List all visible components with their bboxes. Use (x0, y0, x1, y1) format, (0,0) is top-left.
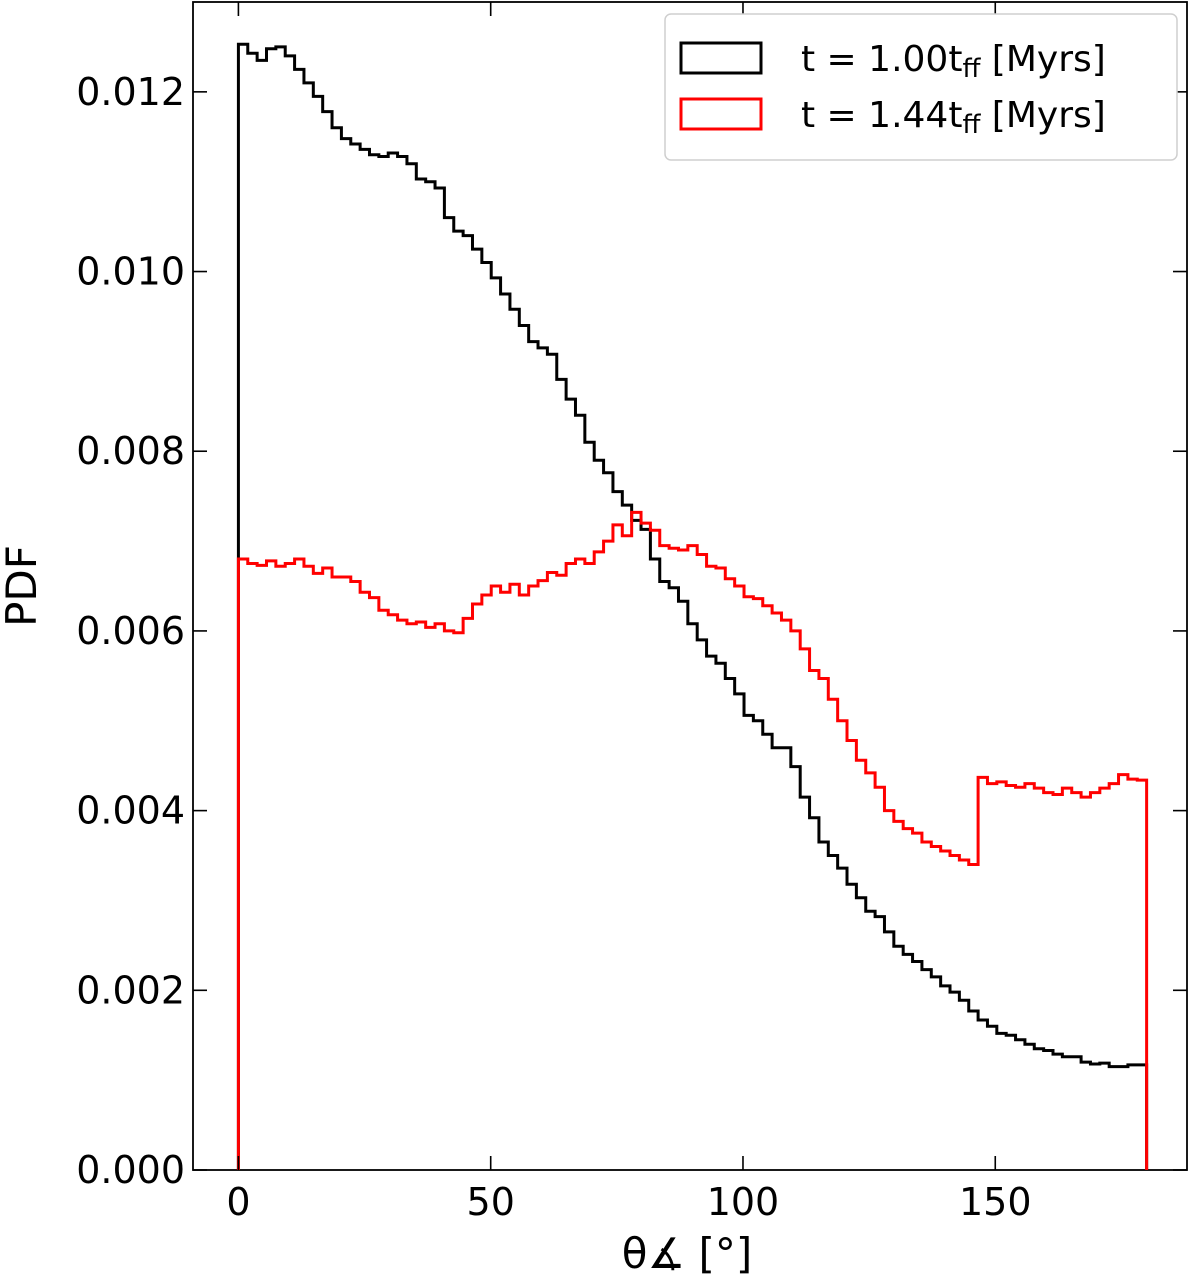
y-tick-label: 0.004 (76, 789, 185, 833)
x-axis-title: θ∡ [°] (622, 1229, 752, 1278)
legend-box (664, 13, 1178, 161)
x-tick-label: 150 (959, 1180, 1032, 1224)
legend-swatch-2 (679, 97, 763, 131)
y-tick-label: 0.002 (76, 968, 185, 1012)
legend: t = 1.00tff [Myrs] t = 1.44tff [Myrs] (664, 13, 1178, 161)
series-line-1 (236, 42, 1149, 1170)
plot-border (192, 1, 1188, 1171)
legend-swatch-1 (679, 41, 763, 75)
y-tick-label: 0.006 (76, 609, 185, 653)
legend-label-1: t = 1.00tff [Myrs] (801, 39, 1106, 84)
series-line-2 (236, 510, 1149, 1170)
y-tick-label: 0.010 (76, 250, 185, 294)
ticks-layer: 0.000 0.002 0.004 0.006 0.008 0.010 0.012 0 50 10… (76, 2, 1187, 1224)
x-tick-label: 0 (226, 1180, 250, 1224)
y-axis-title: PDF (0, 545, 46, 627)
y-tick-label: 0.000 (76, 1148, 185, 1192)
plot-frame (192, 1, 1188, 1171)
x-tick-label: 100 (707, 1180, 780, 1224)
legend-label-2: t = 1.44tff [Myrs] (801, 95, 1106, 140)
x-tick-label: 50 (467, 1180, 515, 1224)
y-tick-label: 0.008 (76, 429, 185, 473)
y-tick-label: 0.012 (76, 70, 185, 114)
series-layer (236, 42, 1149, 1170)
